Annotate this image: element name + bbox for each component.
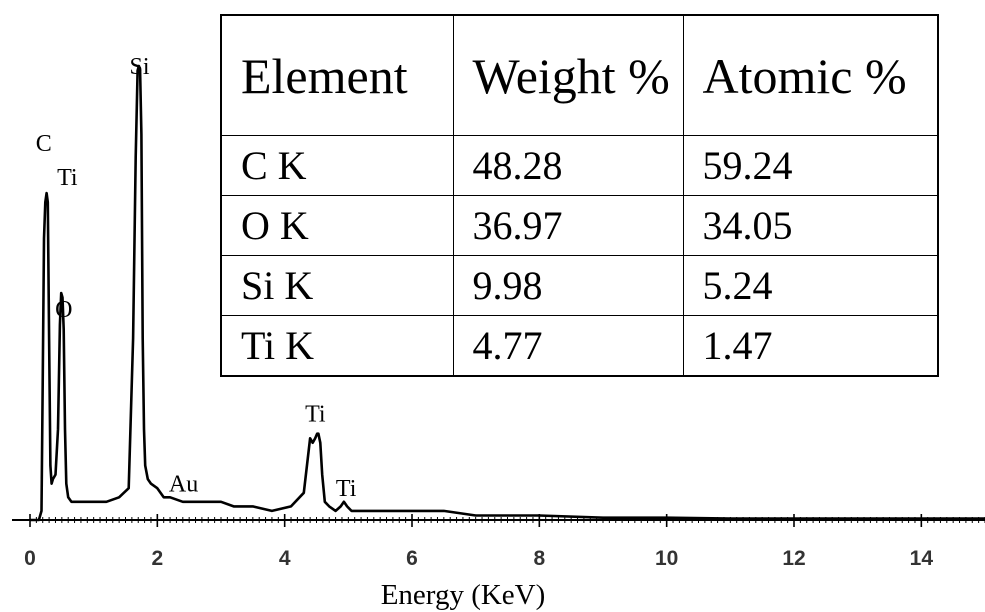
weight-cell: 36.97	[452, 194, 684, 256]
x-tick-label: 14	[910, 547, 934, 570]
element-cell: C K	[220, 135, 454, 196]
table-row: Si K 9.98 5.24	[220, 254, 939, 316]
x-tick-label: 10	[655, 547, 678, 570]
element-cell: Ti K	[220, 314, 454, 377]
table-row: Ti K 4.77 1.47	[220, 314, 939, 377]
atomic-cell: 5.24	[682, 254, 939, 316]
x-tick-label: 12	[782, 547, 805, 570]
element-cell: Si K	[220, 254, 454, 316]
x-tick-label: 2	[151, 547, 163, 570]
peak-label: Ti	[305, 402, 326, 428]
header-atomic-percent: Atomic %	[682, 14, 939, 136]
atomic-cell: 34.05	[682, 194, 939, 256]
weight-cell: 48.28	[452, 135, 684, 196]
header-element: Element	[220, 14, 454, 136]
header-weight-percent: Weight %	[452, 14, 684, 136]
table-row: O K 36.97 34.05	[220, 194, 939, 256]
x-tick-label: 0	[24, 547, 36, 570]
x-axis-label: Energy (KeV)	[381, 579, 546, 611]
composition-table: Element Weight % Atomic % C K 48.28 59.2…	[220, 14, 939, 377]
peak-label: Ti	[57, 165, 78, 191]
atomic-cell: 59.24	[682, 135, 939, 196]
table-row: C K 48.28 59.24	[220, 135, 939, 196]
peak-label: Ti	[336, 476, 357, 502]
table-header-row: Element Weight % Atomic %	[220, 14, 939, 136]
peak-label: C	[36, 131, 52, 157]
atomic-cell: 1.47	[682, 314, 939, 377]
peak-label: Si	[130, 54, 150, 80]
x-tick-label: 4	[279, 547, 291, 570]
spectrum-line-0	[30, 64, 985, 522]
peak-label: Au	[169, 471, 198, 497]
x-tick-label: 8	[533, 547, 545, 570]
x-tick-label: 6	[406, 547, 418, 570]
weight-cell: 4.77	[452, 314, 684, 377]
peak-label: O	[55, 297, 72, 323]
weight-cell: 9.98	[452, 254, 684, 316]
element-cell: O K	[220, 194, 454, 256]
